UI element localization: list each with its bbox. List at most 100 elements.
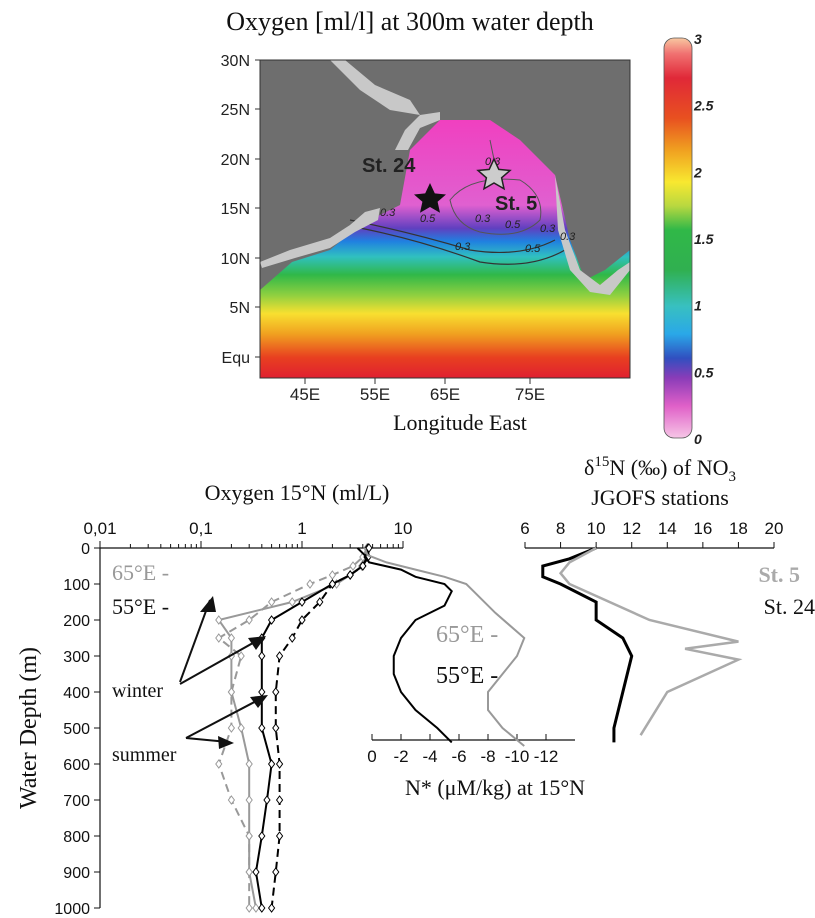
oxy-data-point bbox=[227, 687, 236, 697]
map-longitude-axis: 45E 55E 65E 75E bbox=[290, 378, 545, 404]
oxy-data-point bbox=[215, 759, 223, 769]
oxy-data-point bbox=[252, 867, 260, 877]
colorbar-tick-label: 2 bbox=[693, 164, 702, 180]
depth-tick-label: 1000 bbox=[54, 901, 90, 918]
oxy-data-point bbox=[346, 570, 354, 580]
oxy-data-point bbox=[288, 633, 296, 643]
oxy-data-point bbox=[215, 633, 223, 643]
contour-label: 0.3 bbox=[475, 213, 491, 225]
station-24-label: St. 24 bbox=[362, 155, 416, 177]
oxy-data-point bbox=[365, 543, 373, 553]
oxy-data-point bbox=[237, 651, 245, 661]
oxy-data-point bbox=[275, 651, 284, 661]
contour-line bbox=[349, 219, 556, 254]
d15n-title: δ15N (‰) of NO3 bbox=[584, 454, 736, 485]
oxy-data-point bbox=[215, 615, 223, 625]
legend-st5: St. 5 bbox=[758, 562, 800, 587]
oxygen-chart-title: Oxygen 15°N (ml/L) bbox=[205, 480, 390, 505]
nstar-chart-series bbox=[356, 547, 526, 747]
oxy-data-point bbox=[258, 831, 266, 841]
station-5-marker bbox=[476, 157, 512, 191]
colorbar-tick-label: 2.5 bbox=[693, 98, 714, 114]
oxy-data-point bbox=[288, 597, 296, 607]
nstar-chart-axes: 0 -2 -4 -6 -8 -10 -12 bbox=[367, 734, 575, 766]
d15n-chart-series bbox=[541, 546, 743, 743]
station-24-marker bbox=[414, 183, 446, 213]
d15n-series-line bbox=[558, 546, 743, 736]
oxy-data-point bbox=[227, 723, 236, 733]
coastline bbox=[330, 60, 420, 115]
depth-tick-label: 700 bbox=[63, 793, 90, 810]
oxy-data-point bbox=[263, 795, 271, 805]
contour-label: 0.3 bbox=[455, 241, 471, 253]
nstar-x-tick-label: -10 bbox=[505, 747, 530, 766]
lat-tick-label: 15N bbox=[221, 201, 250, 218]
d15n-chart-axes: 6 8 10 12 14 16 18 20 bbox=[520, 519, 784, 549]
map-panel: 0.30.50.30.50.30.30.30.50.3 St. 24 St. 5 bbox=[259, 59, 631, 379]
oxy-data-point bbox=[328, 570, 337, 580]
colorbar bbox=[663, 37, 693, 439]
annotation-arrows bbox=[179, 596, 268, 749]
depth-tick-label: 500 bbox=[63, 721, 90, 738]
contour-label: 0.5 bbox=[420, 213, 436, 225]
d15n-subtitle: JGOFS stations bbox=[591, 485, 729, 510]
nstar-x-tick-label: -8 bbox=[480, 747, 495, 766]
contour-label: 0.3 bbox=[560, 231, 576, 243]
oxy-data-point bbox=[227, 633, 236, 643]
oxy-data-point bbox=[272, 723, 280, 733]
oxy-data-point bbox=[258, 651, 266, 661]
contour-label: 0.3 bbox=[540, 223, 556, 235]
oxy-data-point bbox=[245, 903, 253, 913]
d15n-series-line bbox=[541, 546, 634, 743]
depth-tick-label: 600 bbox=[63, 757, 90, 774]
oxy-data-point bbox=[267, 903, 276, 913]
colorbar-tick-label: 0 bbox=[694, 431, 702, 447]
ocean-oxygen-field bbox=[260, 120, 630, 378]
oxy-data-point bbox=[275, 831, 284, 841]
oxy-series-line bbox=[270, 547, 370, 909]
oxy-data-point bbox=[359, 561, 367, 571]
colorbar-tick-label: 0.5 bbox=[694, 364, 714, 380]
lat-tick-label: Equ bbox=[222, 350, 250, 367]
y-axis-label: Water Depth (m) bbox=[16, 647, 42, 809]
oxy-data-point bbox=[258, 723, 266, 733]
depth-tick-label: 200 bbox=[63, 613, 90, 630]
oxy-55e-label: 55°E - bbox=[112, 594, 169, 619]
map-latitude-axis: 30N 25N 20N 15N 10N 5N Equ bbox=[221, 53, 260, 367]
depth-tick-label: 400 bbox=[63, 685, 90, 702]
legend-st24: St. 24 bbox=[764, 594, 815, 619]
oxy-data-point bbox=[252, 903, 260, 913]
nstar-series-line bbox=[363, 547, 526, 747]
contour-label: 0.3 bbox=[380, 207, 396, 219]
oxy-data-point bbox=[275, 795, 284, 805]
oxy-65e-label: 65°E - bbox=[112, 560, 169, 585]
contour-labels: 0.30.50.30.50.30.30.30.50.3 bbox=[380, 156, 576, 255]
nstar-x-tick-label: -2 bbox=[393, 747, 408, 766]
colorbar-tick-label: 1 bbox=[694, 298, 702, 314]
lat-tick-label: 5N bbox=[230, 300, 250, 317]
oxy-data-point bbox=[227, 795, 236, 805]
lon-tick-label: 45E bbox=[290, 385, 320, 404]
nstar-series-line bbox=[356, 547, 453, 744]
d15n-x-tick-label: 6 bbox=[520, 519, 529, 538]
lat-tick-label: 30N bbox=[221, 53, 250, 70]
depth-tick-label: 800 bbox=[63, 829, 90, 846]
depth-tick-label: 0 bbox=[81, 541, 90, 558]
oxygen-chart-axes: 0,01 0,1 1 10010020030040050060070080090010… bbox=[54, 519, 412, 918]
oxy-data-point bbox=[328, 579, 337, 589]
oxy-data-point bbox=[267, 597, 276, 607]
d15n-x-tick-label: 20 bbox=[765, 519, 784, 538]
oxy-data-point bbox=[267, 615, 276, 625]
summer-label: summer bbox=[112, 744, 177, 766]
station-5-label: St. 5 bbox=[495, 193, 537, 215]
oxy-data-point bbox=[245, 831, 253, 841]
lat-tick-label: 10N bbox=[221, 251, 250, 268]
coastline bbox=[555, 175, 630, 295]
oxy-data-point bbox=[275, 759, 284, 769]
depth-tick-label: 300 bbox=[63, 649, 90, 666]
oxy-data-point bbox=[267, 759, 276, 769]
lon-tick-label: 55E bbox=[360, 385, 390, 404]
nstar-xlabel: N* (μM/kg) at 15°N bbox=[405, 775, 585, 800]
oxy-data-point bbox=[245, 795, 253, 805]
